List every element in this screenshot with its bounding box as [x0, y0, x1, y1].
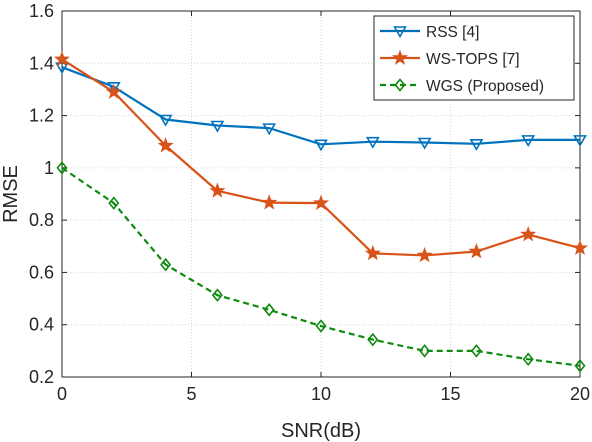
- legend-label: WGS (Proposed): [426, 78, 544, 95]
- x-tick-label: 10: [311, 384, 331, 404]
- y-tick-label: 1.6: [29, 1, 54, 21]
- legend-label: RSS [4]: [426, 24, 479, 41]
- x-axis-title: SNR(dB): [281, 420, 361, 442]
- data-point: [417, 137, 432, 150]
- data-point: [574, 358, 586, 373]
- data-point: [468, 243, 485, 259]
- data-point: [522, 352, 534, 366]
- data-point: [261, 194, 278, 210]
- data-point: [520, 226, 537, 242]
- x-tick-label: 5: [186, 384, 196, 404]
- data-point: [108, 196, 120, 210]
- series-3: [56, 161, 586, 373]
- data-point: [160, 257, 172, 272]
- y-axis-title: RMSE: [0, 165, 22, 223]
- data-point: [105, 83, 122, 99]
- data-point: [263, 303, 275, 317]
- y-tick-label: 1: [44, 158, 54, 178]
- data-point: [209, 182, 226, 198]
- data-point: [262, 123, 277, 136]
- data-point: [315, 319, 327, 333]
- legend-marker: [393, 26, 407, 39]
- legend: RSS [4] WS-TOPS [7] WGS (Proposed): [373, 15, 575, 101]
- data-point: [419, 344, 431, 358]
- data-point: [416, 246, 433, 263]
- data-point: [210, 120, 225, 133]
- data-point: [469, 139, 484, 151]
- y-tick-label: 1.4: [29, 53, 54, 73]
- y-tick-label: 1.2: [29, 106, 54, 126]
- data-point: [157, 137, 174, 153]
- series-2: [53, 50, 589, 263]
- data-point: [55, 62, 69, 75]
- data-point: [314, 139, 328, 152]
- legend-marker: [394, 78, 406, 92]
- series-1: [55, 62, 587, 152]
- data-point: [312, 194, 330, 210]
- x-tick-label: 0: [57, 384, 67, 404]
- data-point: [158, 114, 173, 127]
- data-point: [364, 244, 381, 261]
- y-tick-label: 0.2: [29, 367, 54, 387]
- data-point: [367, 332, 379, 347]
- data-point: [521, 135, 536, 147]
- data-point: [53, 50, 71, 67]
- legend-marker: [391, 49, 409, 65]
- series-layer: [53, 50, 589, 373]
- series-line: [61, 166, 581, 367]
- x-tick-label: 20: [570, 384, 590, 404]
- data-point: [56, 161, 68, 175]
- y-tick-label: 0.4: [29, 315, 54, 335]
- data-point: [470, 344, 482, 358]
- legend-label: WS-TOPS [7]: [426, 51, 520, 68]
- data-point: [106, 82, 121, 94]
- y-tick-label: 0.8: [29, 210, 54, 230]
- data-point: [211, 288, 223, 302]
- data-point: [573, 135, 587, 147]
- data-point: [365, 136, 380, 149]
- data-point: [571, 239, 589, 255]
- y-tick-label: 0.6: [29, 262, 54, 282]
- series-line: [61, 66, 580, 146]
- x-tick-label: 15: [440, 384, 460, 404]
- axis-ticks: 0 5 10 15 20 0.2 0.4 0.6 0.8 1 1.2 1.4 1.6: [29, 1, 590, 404]
